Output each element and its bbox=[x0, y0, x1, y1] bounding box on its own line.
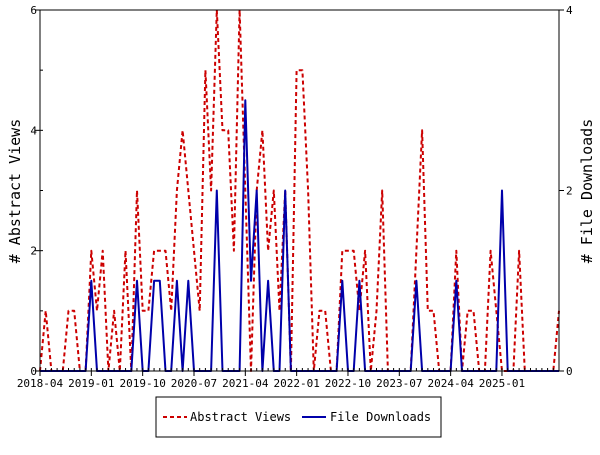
y-tick-label: 0 bbox=[30, 365, 37, 378]
x-tick-label: 2019-01 bbox=[68, 377, 114, 390]
chart-marks bbox=[39, 9, 560, 372]
y2-axis-title: # File Downloads bbox=[578, 119, 596, 264]
legend-label-file-downloads: File Downloads bbox=[330, 410, 431, 424]
series-line-abstract-views bbox=[39, 9, 560, 372]
x-tick-label: 2020-07 bbox=[171, 377, 217, 390]
x-tick-label: 2022-01 bbox=[273, 377, 319, 390]
plot-frame bbox=[39, 9, 560, 372]
x-tick-label: 2024-04 bbox=[427, 377, 474, 390]
series-line-file-downloads bbox=[40, 99, 559, 372]
chart-labels: 2018-04 2019-01 2019-10 2020-07 2021-04 2022-… bbox=[17, 4, 573, 390]
legend-box bbox=[155, 396, 442, 438]
y-tick-label: 4 bbox=[30, 124, 37, 137]
x-tick-label: 2023-07 bbox=[376, 377, 422, 390]
y-axis-title: # Abstract Views bbox=[6, 119, 24, 264]
x-tick-label: 2019-10 bbox=[119, 377, 165, 390]
x-tick-label: 2022-10 bbox=[325, 377, 371, 390]
legend: Abstract Views File Downloads bbox=[155, 396, 442, 438]
y2-tick-label: 2 bbox=[566, 185, 573, 198]
x-tick-label: 2018-04 bbox=[17, 377, 64, 390]
y2-tick-label: 0 bbox=[566, 365, 573, 378]
chart-axes bbox=[35, 9, 564, 376]
y-tick-label: 6 bbox=[30, 4, 37, 17]
y2-tick-label: 4 bbox=[566, 4, 573, 17]
y-tick-label: 2 bbox=[30, 245, 37, 258]
x-tick-label: 2021-04 bbox=[222, 377, 269, 390]
legend-label-abstract-views: Abstract Views bbox=[190, 410, 291, 424]
x-tick-label: 2025-01 bbox=[479, 377, 525, 390]
